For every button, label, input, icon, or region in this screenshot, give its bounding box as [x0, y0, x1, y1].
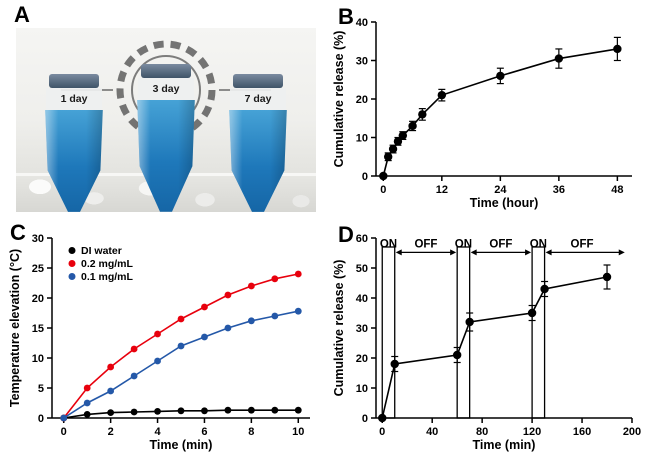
chart-on-off-release: 0 40 80 120 160 200 0 10 20 30 40 50 60 Time (min) Cum… [330, 228, 644, 454]
series-cumulative-release [378, 264, 612, 423]
series-cumulative-release [379, 36, 622, 181]
svg-text:36: 36 [553, 184, 565, 196]
svg-text:10: 10 [292, 426, 304, 438]
chart-D-svg: 0 40 80 120 160 200 0 10 20 30 40 50 60 Time (min) Cum… [332, 233, 641, 452]
legend-item-label: DI water [81, 245, 122, 257]
svg-text:200: 200 [623, 426, 641, 438]
svg-text:0: 0 [38, 413, 44, 425]
svg-text:10: 10 [356, 133, 368, 145]
svg-text:30: 30 [356, 56, 368, 68]
panel-a-letter: A [14, 2, 30, 27]
tube-label: 1 day [46, 88, 102, 110]
tube-1day: 1 day [42, 74, 106, 212]
tube-liquid [45, 110, 103, 212]
tube-cap-icon [141, 64, 191, 78]
tube-cap-icon [49, 74, 99, 88]
y-axis-label: Temperature elevation (°C) [8, 249, 22, 407]
tube-liquid [137, 100, 195, 212]
svg-text:50: 50 [356, 263, 368, 275]
x-axis-label: Time (min) [150, 438, 213, 452]
svg-text:2: 2 [108, 426, 114, 438]
svg-text:10: 10 [356, 383, 368, 395]
svg-text:5: 5 [38, 383, 44, 395]
series-0-1-mg-ml [60, 307, 302, 422]
legend-item-label: 0.1 mg/mL [81, 271, 134, 283]
x-axis-label: Time (min) [473, 438, 536, 452]
svg-text:10: 10 [32, 353, 44, 365]
svg-text:25: 25 [32, 263, 44, 275]
svg-text:12: 12 [436, 184, 448, 196]
svg-text:48: 48 [611, 184, 623, 196]
tube-liquid [229, 110, 287, 212]
svg-text:4: 4 [154, 426, 161, 438]
tube-label: 7 day [230, 88, 286, 110]
chart-B-svg: 0 12 24 36 48 0 10 20 30 40 Time (hour) Cumulative … [332, 17, 632, 210]
on-off-label: OFF [571, 238, 594, 250]
tube-cap-icon [233, 74, 283, 88]
axes: 0 40 80 120 160 200 0 10 20 30 40 50 60 Time (min) Cum… [332, 233, 641, 452]
on-off-label: OFF [489, 238, 512, 250]
on-off-label: ON [380, 238, 397, 250]
series-di-water [60, 406, 302, 422]
panel-b-letter: B [338, 4, 354, 29]
svg-text:6: 6 [201, 426, 207, 438]
svg-text:160: 160 [573, 426, 591, 438]
on-off-label: ON [530, 238, 547, 250]
panel-d-letter: D [338, 222, 354, 247]
chart-temperature-elevation: 0 2 4 6 8 10 0 5 10 15 20 25 30 Time (min) Temperature… [6, 228, 320, 454]
y-axis-label: Cumulative release (%) [332, 260, 346, 397]
svg-text:0: 0 [362, 413, 368, 425]
svg-text:40: 40 [356, 17, 368, 29]
svg-text:15: 15 [32, 323, 44, 335]
chart-cumulative-release-hours: 0 12 24 36 48 0 10 20 30 40 Time (hour) Cumulative … [330, 6, 644, 212]
svg-text:40: 40 [356, 293, 368, 305]
svg-text:60: 60 [356, 233, 368, 245]
tube-label: 3 day [138, 78, 194, 100]
svg-text:30: 30 [356, 323, 368, 335]
on-off-label: ON [455, 238, 472, 250]
tube-7day: 7 day [226, 74, 290, 212]
axes: 0 2 4 6 8 10 0 5 10 15 20 25 30 Time (min) Temperature… [8, 233, 310, 452]
svg-text:0: 0 [362, 171, 368, 183]
tube-3day: 3 day [134, 64, 198, 212]
svg-text:120: 120 [523, 426, 541, 438]
panel-c-letter: C [10, 220, 26, 245]
chart-C-svg: 0 2 4 6 8 10 0 5 10 15 20 25 30 Time (min) Temperature… [8, 233, 310, 452]
svg-text:80: 80 [476, 426, 488, 438]
svg-text:0: 0 [61, 426, 67, 438]
tubes-photo: H 1 day 3 day 7 day [16, 28, 316, 212]
svg-text:30: 30 [32, 233, 44, 245]
legend-item-label: 0.2 mg/mL [81, 258, 134, 270]
svg-text:20: 20 [32, 293, 44, 305]
y-axis-label: Cumulative release (%) [332, 31, 346, 168]
x-axis-label: Time (hour) [470, 196, 539, 210]
on-off-label: OFF [414, 238, 437, 250]
svg-text:20: 20 [356, 94, 368, 106]
svg-text:8: 8 [248, 426, 254, 438]
svg-text:0: 0 [379, 426, 385, 438]
on-off-annotations: ON OFF ON OFF ON OFF [380, 238, 625, 419]
svg-text:24: 24 [494, 184, 507, 196]
axes: 0 12 24 36 48 0 10 20 30 40 Time (hour) Cumulative … [332, 17, 632, 210]
svg-text:40: 40 [426, 426, 438, 438]
svg-text:20: 20 [356, 353, 368, 365]
svg-text:0: 0 [380, 184, 386, 196]
